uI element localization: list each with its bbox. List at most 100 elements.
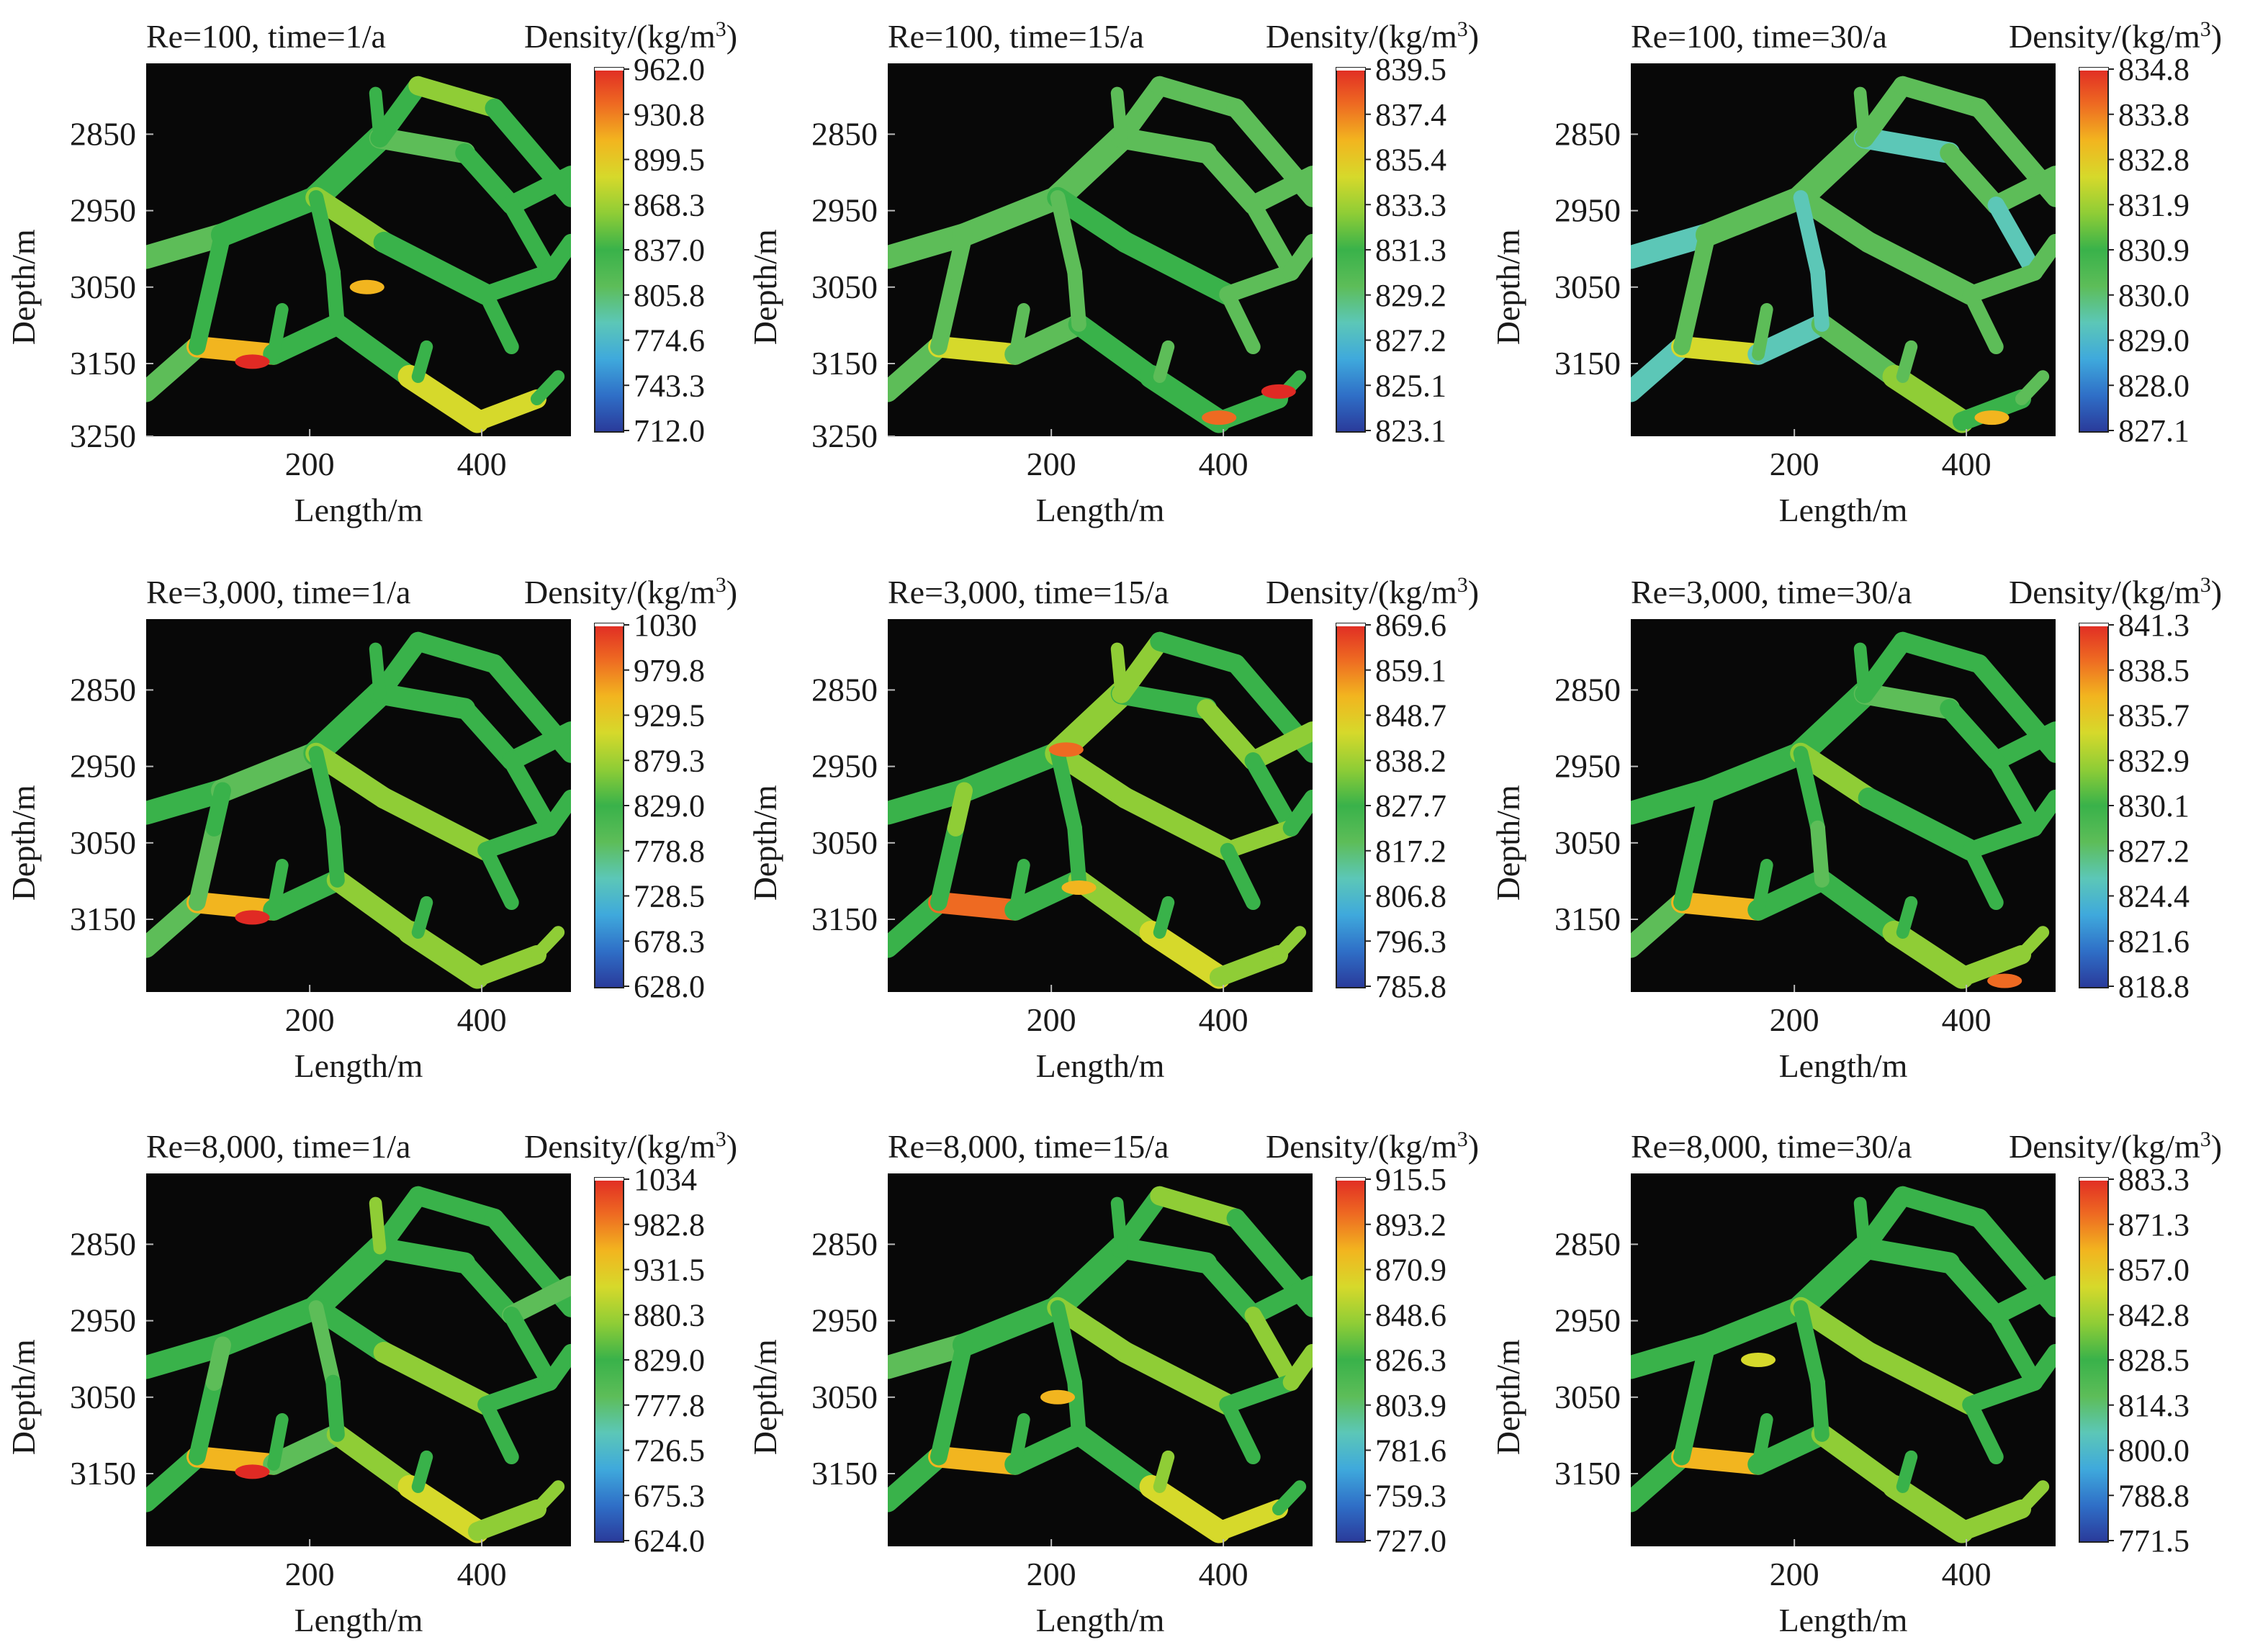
y-tick-label: 2950 [1554, 748, 1621, 785]
pore-channel [1150, 631, 1246, 674]
colorbar-tick-label: 817.2 [1375, 834, 1446, 869]
colorbar-tick-label: 833.8 [2118, 97, 2190, 132]
pore-channel [210, 741, 328, 803]
pore-channel [188, 1374, 223, 1466]
pore-channel [326, 313, 420, 387]
x-tick-label: 400 [1942, 446, 1992, 482]
x-tick-label: 200 [285, 446, 335, 482]
colorbar-tick-label: 829.0 [2118, 323, 2190, 359]
pore-channel [1153, 896, 1175, 939]
pore-channel [305, 742, 395, 809]
pore-channel [373, 787, 497, 861]
density-hotspot [1974, 410, 2010, 425]
x-axis-label: Length/m [1779, 1047, 1908, 1084]
pore-channel [478, 842, 519, 911]
pore-channel [1963, 287, 2004, 355]
x-tick-label: 400 [1942, 1556, 1992, 1592]
colorbar-tick-label: 728.5 [634, 879, 705, 914]
pore-channel [1110, 86, 1128, 145]
pore-channel [1220, 1397, 1261, 1465]
colorbar-title: Density/(kg/m3) [1266, 17, 1479, 55]
y-tick-label: 2950 [70, 192, 136, 229]
pore-channel [1896, 340, 1918, 383]
colorbar-tick-label: 827.1 [2118, 413, 2190, 448]
pore-channel [1631, 1446, 1693, 1512]
pore-channel [308, 190, 341, 280]
pore-channel [1150, 1186, 1246, 1228]
pore-channel [146, 335, 208, 402]
density-panel: Re=100, time=15/a 2850 2950 3050 3150 3250 200… [747, 17, 1479, 528]
pore-channel [1219, 263, 1300, 303]
pore-channel [369, 1196, 387, 1255]
colorbar-tick-label: 800.0 [2118, 1433, 2190, 1469]
colorbar-tick-label: 821.6 [2118, 924, 2190, 959]
pore-channel [1893, 631, 1989, 674]
pore-channel [267, 1413, 289, 1471]
colorbar [1336, 1177, 1366, 1543]
colorbar-tick-label: 803.9 [1375, 1388, 1446, 1423]
pore-channel [1695, 186, 1813, 247]
colorbar-tick-label: 726.5 [634, 1433, 705, 1469]
y-axis-label: Depth/m [1490, 785, 1526, 901]
pore-channel [1952, 389, 2032, 431]
x-tick-label: 400 [457, 446, 507, 482]
pore-channel [1952, 1499, 2032, 1541]
x-axis-label: Length/m [294, 492, 423, 528]
pore-channel [1810, 264, 1830, 332]
y-tick-label: 3150 [70, 1455, 136, 1492]
pore-channel [947, 782, 973, 837]
pore-channel [267, 303, 289, 361]
pore-channel [1788, 680, 1878, 767]
colorbar-tick-label: 796.3 [1375, 924, 1446, 959]
colorbar-tick-label: 827.7 [1375, 788, 1446, 824]
pore-channel [1220, 287, 1261, 355]
pore-channel [1690, 782, 1716, 837]
pore-channel [1209, 945, 1289, 987]
x-axis-label: Length/m [1779, 1602, 1908, 1638]
pore-channel [1810, 1374, 1830, 1442]
pore-channel [1811, 869, 1905, 943]
pore-channel [325, 1374, 345, 1442]
colorbar [1336, 623, 1366, 988]
pore-channel [267, 859, 289, 916]
pore-channel [1853, 127, 1961, 164]
colorbar-tick-label: 806.8 [1375, 879, 1446, 914]
y-tick-label: 3050 [811, 1379, 878, 1415]
y-tick-label: 3150 [811, 901, 878, 937]
pore-channel [188, 819, 223, 911]
colorbar-tick-label: 982.8 [634, 1207, 705, 1243]
pore-channel [1690, 226, 1716, 281]
pore-channel [1243, 721, 1313, 771]
pore-channel [1045, 125, 1135, 211]
pore-channel [373, 231, 497, 305]
pore-channel [477, 263, 559, 303]
pore-channel [1962, 1374, 2043, 1413]
pore-network [888, 1186, 1313, 1543]
pore-channel [503, 752, 559, 837]
pore-channel [1197, 699, 1263, 771]
colorbar-tick-label: 841.3 [2118, 608, 2190, 643]
y-tick-label: 3050 [1554, 1379, 1621, 1415]
pore-network [1631, 631, 2056, 989]
colorbar-tick-label: 788.8 [2118, 1478, 2190, 1513]
density-hotspot [1061, 880, 1097, 895]
colorbar [2079, 1177, 2109, 1543]
pore-channel [1110, 1196, 1128, 1255]
pore-channel [1631, 1333, 1719, 1379]
pore-channel [408, 76, 505, 118]
pore-channel [205, 1336, 232, 1391]
colorbar-tick-label: 869.6 [1375, 608, 1446, 643]
colorbar-title: Density/(kg/m3) [1266, 573, 1479, 610]
pore-channel [1811, 313, 1905, 387]
pore-channel [1671, 1446, 1769, 1475]
colorbar-tick-label: 628.0 [634, 969, 705, 1004]
pore-channel [1139, 920, 1231, 989]
pore-channel [1631, 335, 1693, 402]
colorbar [594, 1177, 624, 1543]
panel-title: Re=3,000, time=15/a [888, 574, 1169, 610]
colorbar-tick-label: 870.9 [1375, 1253, 1446, 1288]
colorbar-tick-label: 831.9 [2118, 187, 2190, 222]
pore-channel [2015, 926, 2050, 962]
y-tick-label: 2850 [1554, 115, 1621, 152]
